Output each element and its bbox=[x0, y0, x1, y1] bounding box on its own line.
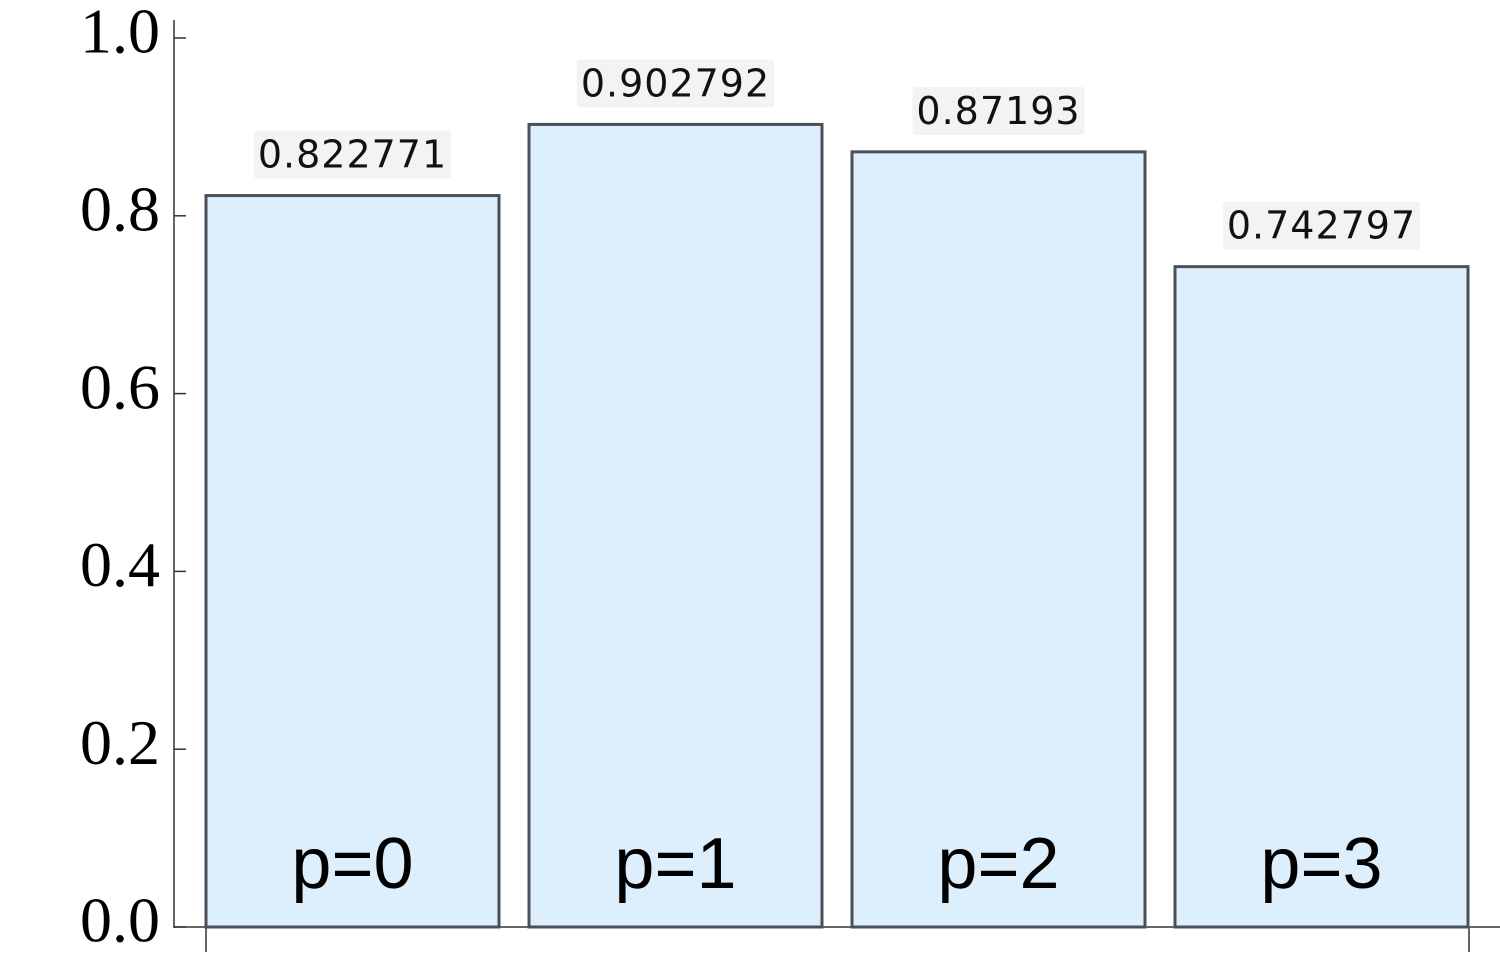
y-tick-label: 0.6 bbox=[80, 351, 160, 422]
value-label: 0.822771 bbox=[258, 133, 447, 177]
y-tick-label: 0.8 bbox=[80, 173, 160, 244]
value-label-bg bbox=[576, 59, 775, 108]
value-label: 0.902792 bbox=[581, 61, 770, 105]
value-label-bg bbox=[1222, 201, 1421, 250]
y-tick-label: 0.4 bbox=[80, 529, 160, 600]
y-tick-label: 0.0 bbox=[80, 885, 160, 956]
category-label: p=2 bbox=[937, 824, 1059, 904]
bar bbox=[1173, 265, 1470, 929]
value-label-bg bbox=[912, 86, 1085, 135]
value-label-bg bbox=[253, 130, 452, 179]
bar bbox=[527, 122, 824, 929]
category-label: p=3 bbox=[1260, 824, 1382, 904]
y-tick-label: 0.2 bbox=[80, 707, 160, 778]
category-label: p=0 bbox=[291, 824, 413, 904]
value-label: 0.742797 bbox=[1227, 204, 1416, 248]
bar bbox=[850, 150, 1147, 929]
value-label: 0.87193 bbox=[916, 89, 1080, 133]
y-tick-label: 1.0 bbox=[80, 0, 160, 67]
category-label: p=1 bbox=[614, 824, 736, 904]
bar bbox=[204, 194, 501, 929]
